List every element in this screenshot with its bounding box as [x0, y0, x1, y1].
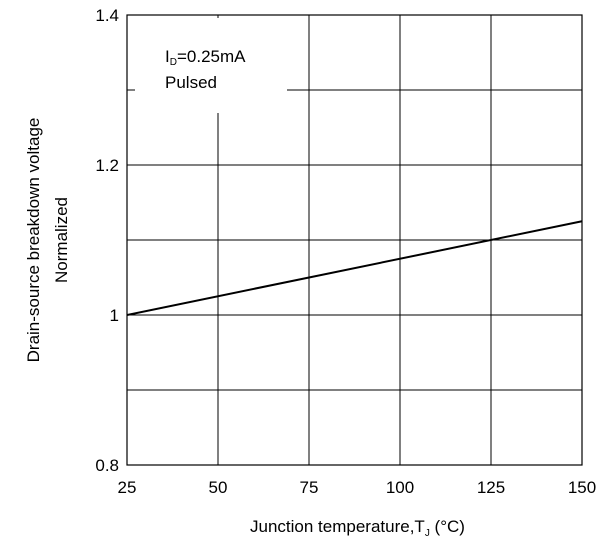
- x-axis-label-subscript: J: [425, 528, 430, 539]
- x-tick-label: 150: [568, 478, 596, 497]
- y-axis-label: Drain-source breakdown voltage: [24, 118, 43, 363]
- annotation-mode: Pulsed: [165, 73, 217, 92]
- y-tick-label: 1.2: [95, 156, 119, 175]
- x-tick-label: 100: [386, 478, 414, 497]
- annotation-current-value: =0.25mA: [177, 47, 246, 66]
- series: [126, 220, 583, 316]
- x-tick-label: 125: [477, 478, 505, 497]
- annotation-background: [135, 18, 287, 113]
- series-line: [126, 220, 583, 316]
- x-tick-label: 25: [118, 478, 137, 497]
- annotation-current-subscript: D: [170, 57, 177, 68]
- plot-frame: [126, 14, 583, 466]
- x-tick-label: 50: [209, 478, 228, 497]
- y-axis-label-line2: Normalized: [52, 197, 71, 283]
- annotation-current-symbol: I: [165, 47, 170, 66]
- y-tick-label: 1.4: [95, 6, 119, 25]
- x-tick-label: 75: [300, 478, 319, 497]
- annotation-current: ID=0.25mA: [165, 47, 246, 68]
- y-tick-labels: 0.8 1 1.2 1.4: [95, 6, 119, 475]
- x-tick-labels: 25 50 75 100 125 150: [118, 478, 597, 497]
- y-tick-label: 0.8: [95, 456, 119, 475]
- annotation-box: [135, 18, 287, 113]
- plot-border: [126, 14, 583, 466]
- grid: [127, 15, 582, 465]
- x-axis-label-unit: (°C): [430, 517, 465, 536]
- x-axis-label-text: Junction temperature,T: [250, 517, 425, 536]
- x-axis-label: Junction temperature,TJ (°C): [250, 517, 465, 539]
- y-tick-label: 1: [110, 306, 119, 325]
